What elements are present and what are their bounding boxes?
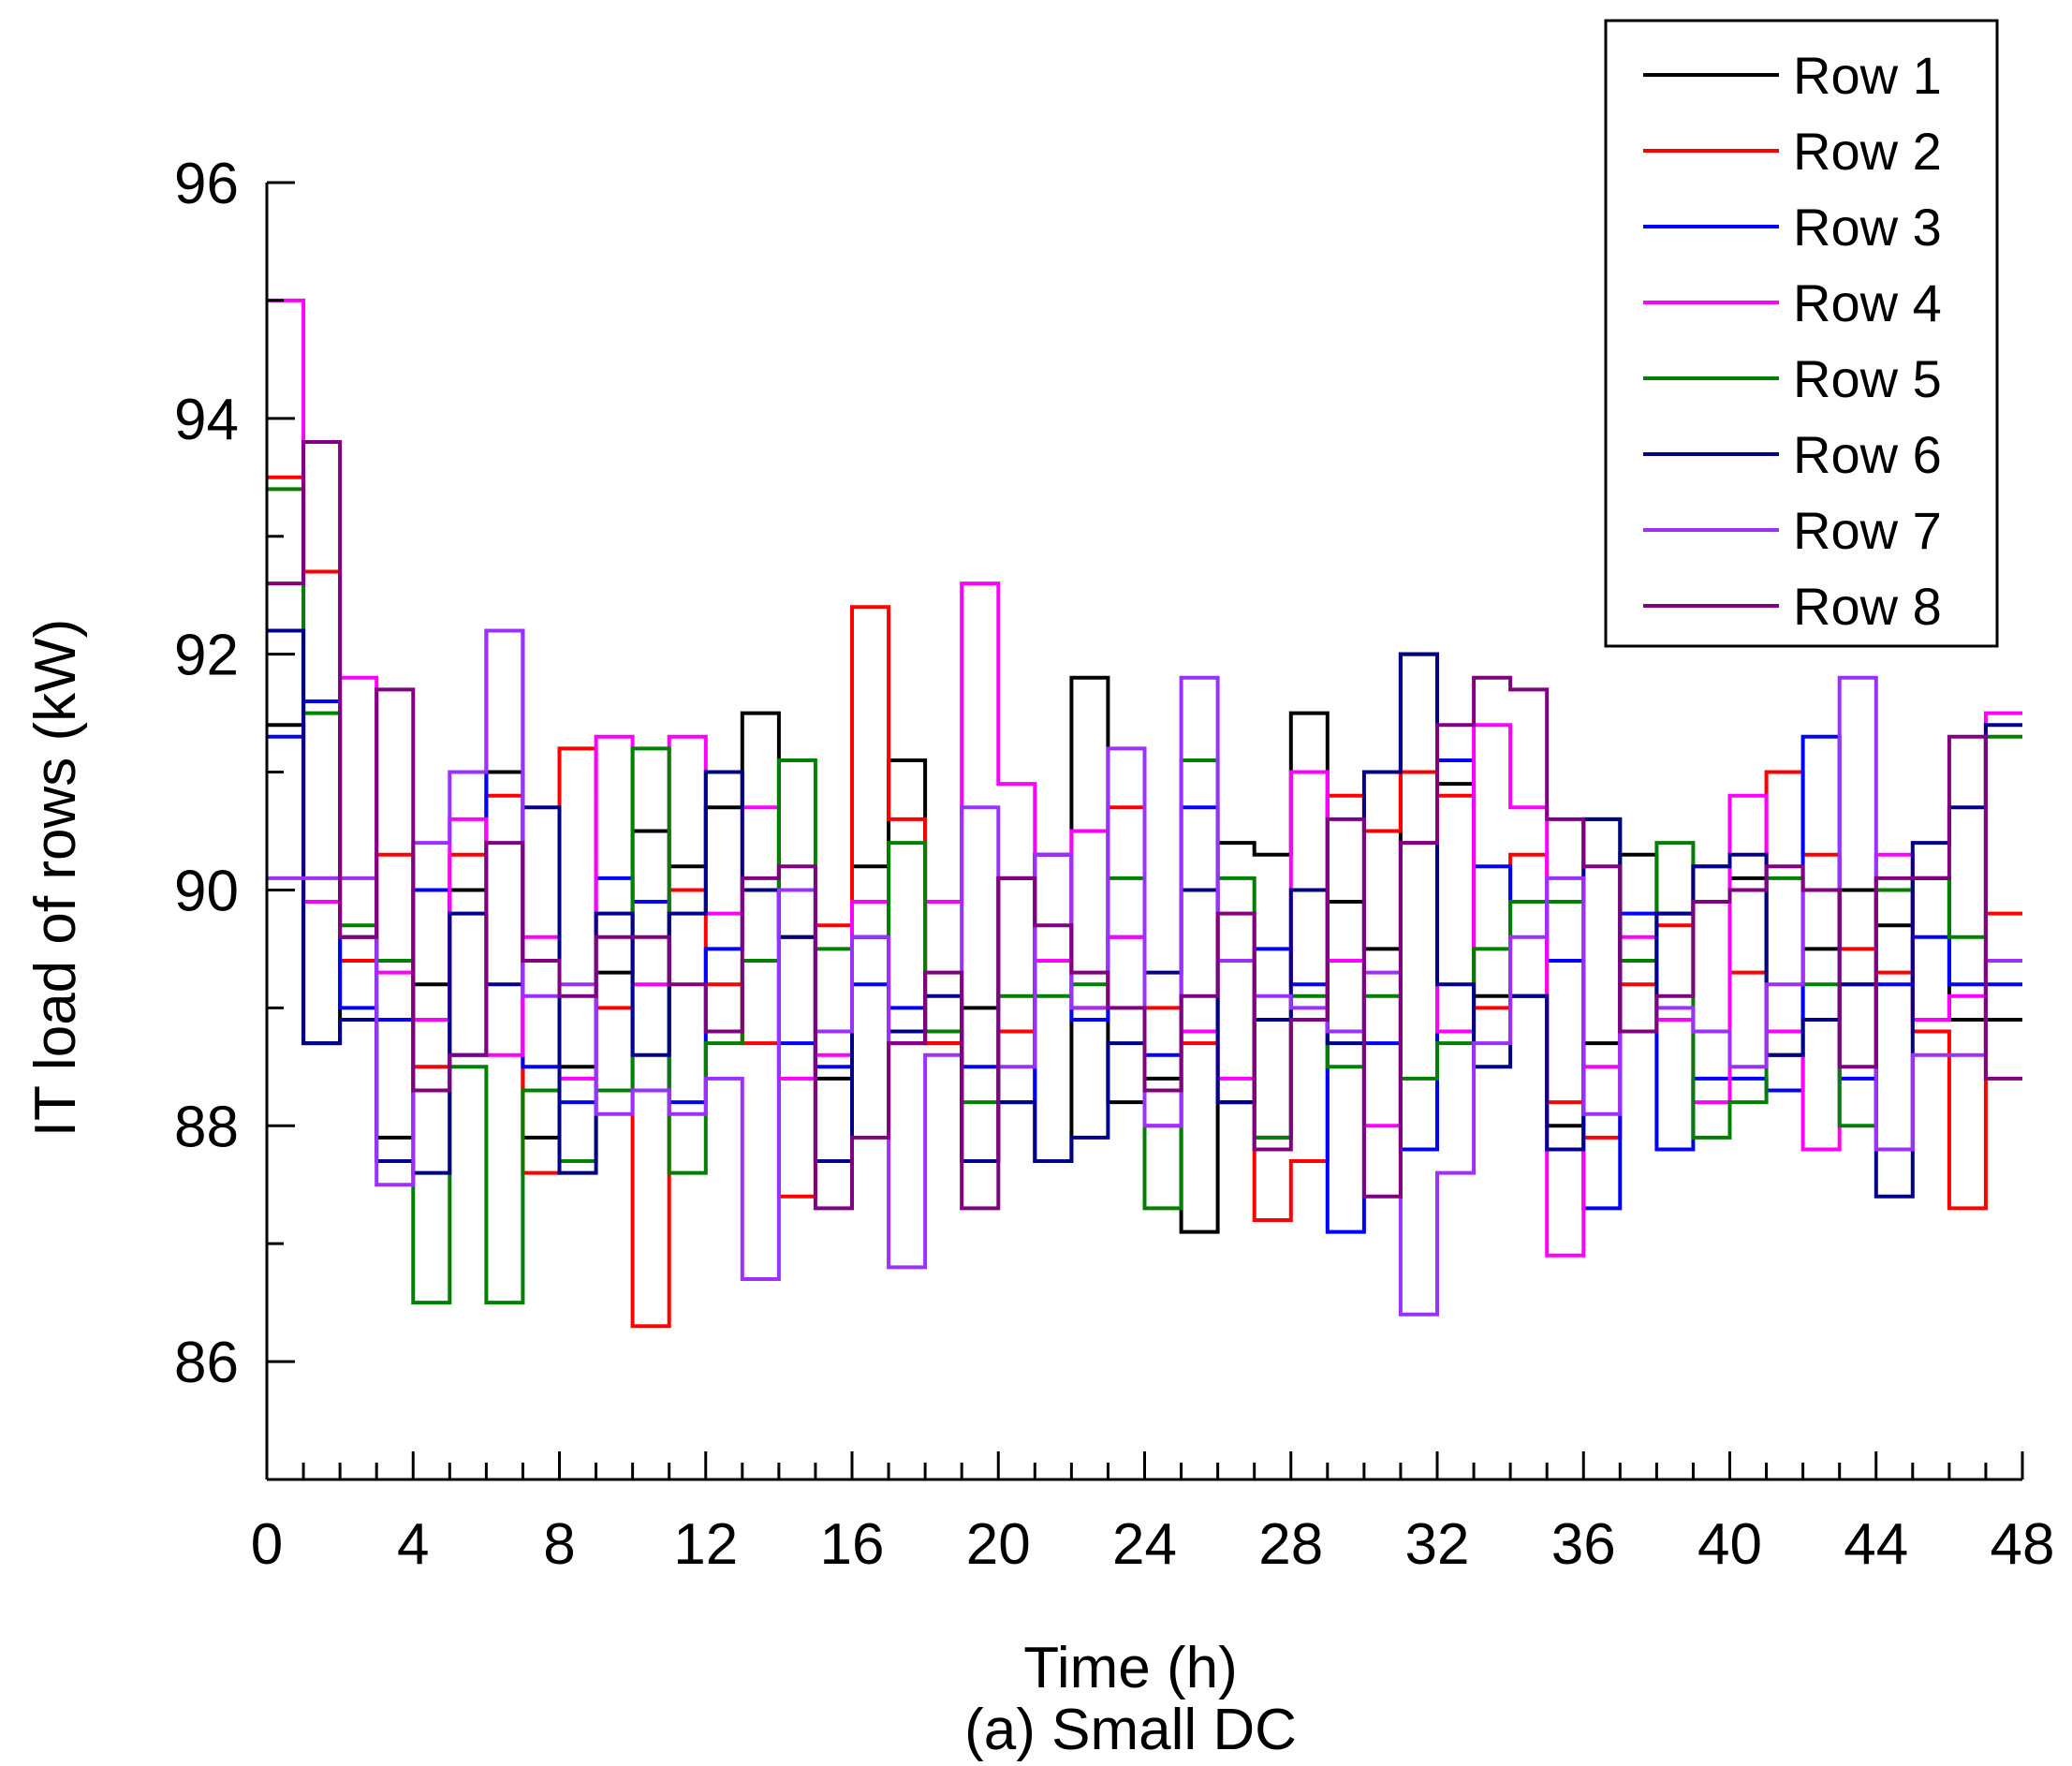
x-tick-label: 8 — [543, 1512, 575, 1577]
legend-label-row-3: Row 3 — [1793, 198, 1942, 257]
legend-label-row-6: Row 6 — [1793, 425, 1942, 484]
y-tick-label: 88 — [174, 1095, 239, 1159]
x-tick-label: 28 — [1258, 1512, 1323, 1577]
y-tick-label: 86 — [174, 1331, 239, 1395]
x-tick-label: 0 — [251, 1512, 283, 1577]
x-tick-label: 24 — [1112, 1512, 1177, 1577]
legend: Row 1 Row 2 Row 3 Row 4 Row 5 Row 6 Row 7 Row 8 — [1604, 19, 1999, 648]
legend-label-row-4: Row 4 — [1793, 273, 1942, 332]
x-tick-label: 32 — [1405, 1512, 1470, 1577]
y-tick-label: 96 — [174, 152, 239, 216]
x-tick-label: 44 — [1844, 1512, 1908, 1577]
figure-caption: (a) Small DC — [964, 1698, 1297, 1762]
y-axis-title: IT load of rows (kW) — [23, 619, 88, 1138]
legend-label-row-8: Row 8 — [1793, 577, 1942, 636]
legend-label-row-7: Row 7 — [1793, 501, 1942, 560]
x-axis-title: Time (h) — [1023, 1636, 1237, 1700]
legend-label-row-2: Row 2 — [1793, 122, 1942, 181]
x-tick-label: 12 — [673, 1512, 738, 1577]
y-tick-label: 92 — [174, 624, 239, 688]
x-tick-label: 40 — [1697, 1512, 1762, 1577]
legend-label-row-5: Row 5 — [1793, 349, 1942, 408]
x-tick-label: 4 — [397, 1512, 429, 1577]
legend-frame — [1604, 19, 1999, 648]
legend-label-row-1: Row 1 — [1793, 46, 1942, 105]
x-tick-label: 16 — [820, 1512, 885, 1577]
x-tick-label: 36 — [1551, 1512, 1616, 1577]
y-tick-label: 94 — [174, 388, 239, 452]
series-line-row-7 — [267, 628, 2022, 1317]
series-line-row-8 — [267, 440, 2022, 1211]
x-tick-label: 20 — [966, 1512, 1031, 1577]
x-tick-label: 48 — [1991, 1512, 2055, 1577]
y-tick-label: 90 — [174, 859, 239, 923]
series-layer — [267, 298, 2022, 1329]
